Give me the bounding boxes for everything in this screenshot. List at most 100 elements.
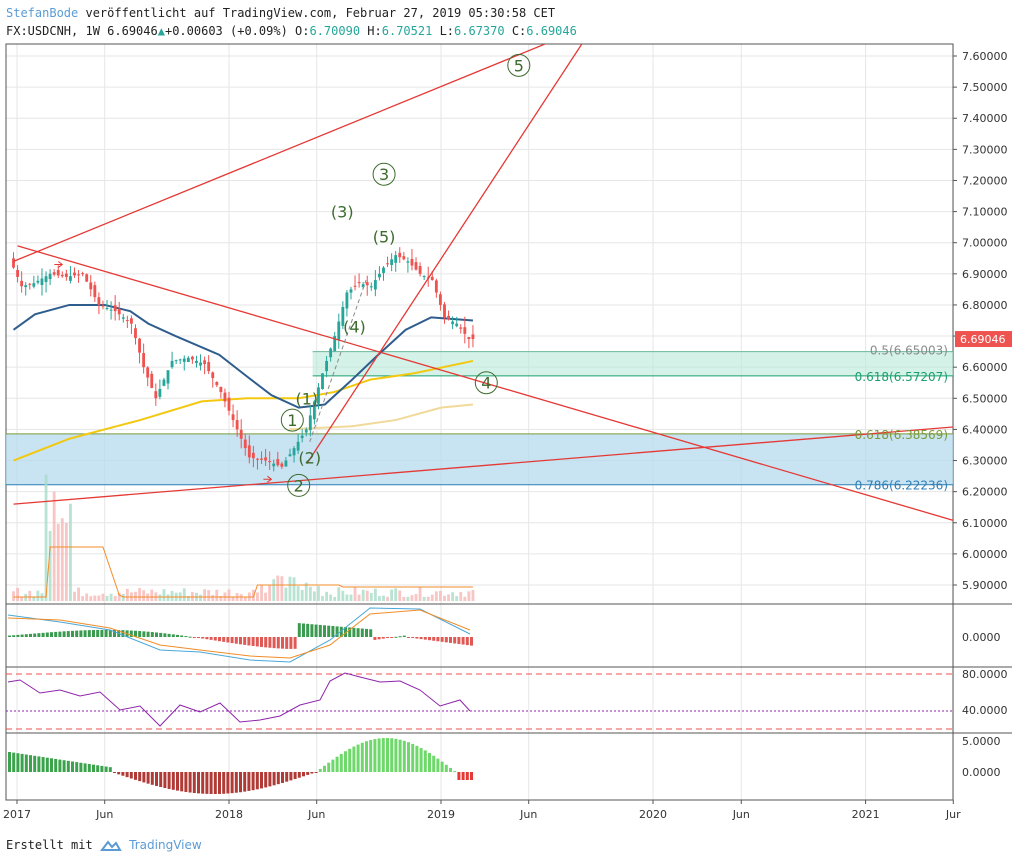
candle-body [239,429,243,439]
volume-bar [219,595,223,601]
candle-body [406,261,410,263]
candle-body [300,435,304,439]
volume-bar [32,596,36,601]
time-tick-label: 2021 [852,808,880,821]
macd-hist-bar [71,630,74,637]
rsi-tick-label: 80.0000 [962,668,1008,681]
price-tick-label: 7.20000 [962,174,1008,187]
volume-bar [447,594,450,601]
volume-bar [434,591,438,601]
macd-signal-line [7,609,471,659]
close-value: 6.69046 [526,24,577,38]
macd-hist-bar [54,631,58,637]
macd-hist-bar [205,637,209,640]
author-link[interactable]: StefanBode [6,6,79,20]
time-tick-label: 2017 [3,808,31,821]
momentum-hist-bar [20,753,24,772]
macd-hist-bar [234,637,238,644]
candle-body [40,278,44,286]
candle-body [195,360,198,364]
volume-bar [268,585,272,601]
momentum-pane [8,738,473,794]
plot-frame [5,43,954,801]
candle-body [247,445,251,458]
momentum-hist-bar [66,760,70,772]
momentum-hist-bar [247,772,251,791]
macd-hist-bar [339,626,343,637]
candle-body [296,441,300,451]
volume-bar [394,588,398,601]
macd-hist-bar [239,637,242,645]
momentum-hist-bar [230,772,234,794]
macd-hist-bar [104,629,108,637]
price-tick-label: 6.00000 [962,548,1008,561]
volume-bar [329,594,333,601]
momentum-hist-bar [323,765,326,772]
candle-body [44,276,48,283]
macd-hist-bar [260,637,263,647]
volume-bar [134,591,137,601]
macd-hist-bar [276,637,280,649]
rsi-pane [6,672,953,730]
macd-hist-bar [356,628,360,637]
candle-body [304,429,308,433]
candle-body [284,460,288,467]
candle-body [312,401,316,420]
volume-bar [227,589,231,601]
candle-body [215,381,219,386]
volume-bar [52,491,56,601]
macd-line [7,607,471,663]
momentum-tick-label: 0.0000 [962,766,1001,779]
time-axis: 2017 Jun 2018 Jun 2019 Jun 2020 Jun 2021 Jur [3,800,961,821]
candle-body [422,275,426,277]
macd-hist-bar [184,636,188,638]
candle-body [447,315,450,320]
volume-bar [125,588,129,601]
fib-level-label: 0.5(6.65003) [870,344,948,358]
time-tick-label: Jun [95,808,113,821]
macd-hist-bar [121,630,125,637]
candle-body [365,282,369,286]
macd-hist-bar [318,624,322,637]
momentum-hist-bar [129,772,133,779]
macd-hist-bar [159,632,163,637]
momentum-hist-bar [465,772,469,780]
candlesticks [12,247,475,472]
candle-body [113,305,117,312]
candle-body [36,280,40,283]
momentum-hist-bar [239,772,242,793]
candle-body [20,280,24,287]
macd-hist-bar [24,634,28,637]
candle-body [105,308,109,310]
momentum-hist-bar [306,772,310,775]
tradingview-link[interactable]: TradingView [129,838,202,852]
volume-bar [117,592,121,601]
volume-bar [418,587,422,601]
candle-body [292,448,296,456]
candle-body [434,280,438,293]
volume-bar [48,530,52,601]
momentum-hist-bar [348,748,352,772]
volume-bar [251,589,255,601]
momentum-tick-label: 5.0000 [962,735,1001,748]
volume-bar [73,591,76,601]
high-value: 6.70521 [381,24,433,38]
candle-body [154,391,158,399]
volume-bar [85,593,89,601]
momentum-hist-bar [29,755,32,772]
macd-hist-bar [12,635,16,637]
macd-hist-bar [188,636,192,638]
momentum-hist-bar [45,757,49,772]
macd-hist-bar [58,631,62,637]
momentum-hist-bar [386,738,389,772]
volume-bar [113,595,117,601]
momentum-hist-bar [226,772,230,794]
macd-hist-bar [331,626,335,637]
candle-body [235,420,239,430]
wave-label-text: 4 [481,374,491,393]
candle-body [89,282,93,290]
macd-hist-bar [146,631,150,637]
momentum-hist-bar [12,752,16,772]
macd-hist-bar [377,637,381,640]
